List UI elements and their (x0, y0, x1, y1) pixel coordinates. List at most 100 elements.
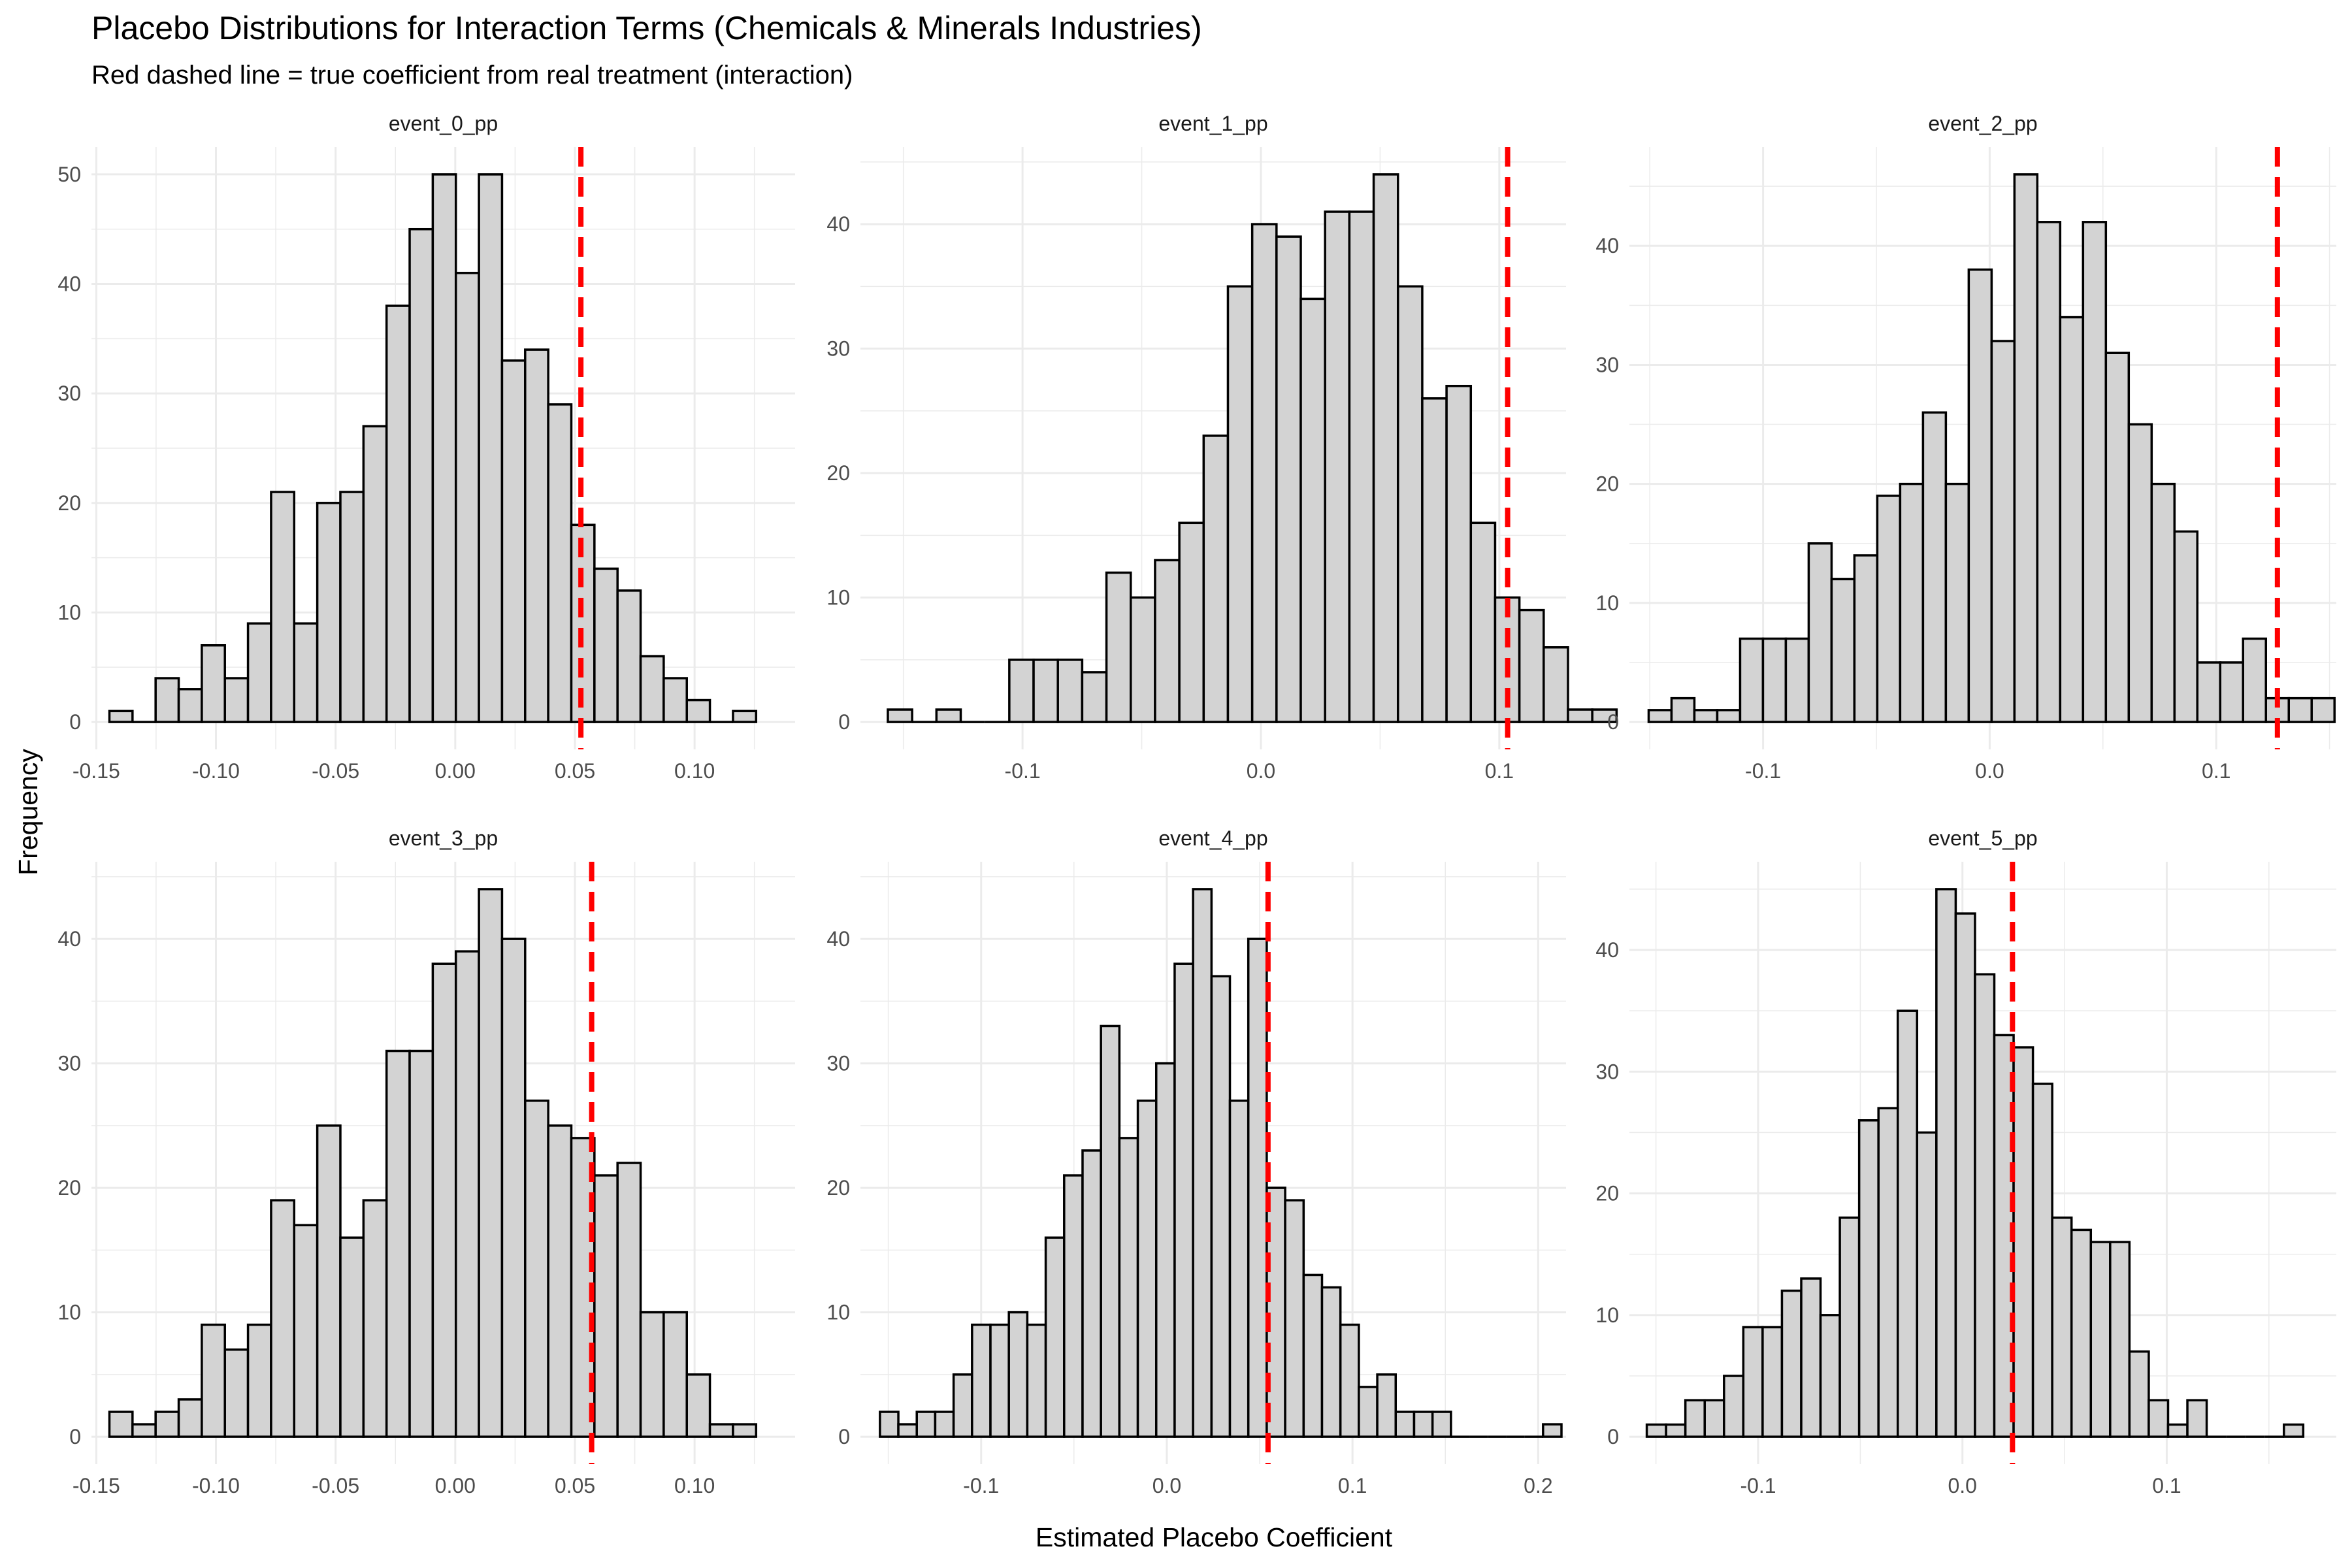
x-tick-label: -0.15 (73, 759, 120, 783)
histogram-bar (2310, 696, 2336, 723)
histogram-bar (708, 1423, 734, 1438)
histogram-bar (879, 1411, 900, 1438)
histogram-bar (2150, 482, 2176, 723)
x-tick-label: 0.0 (1247, 759, 1275, 783)
histogram-bar (2082, 221, 2108, 723)
histogram-bar (1396, 285, 1424, 723)
histogram-bar (385, 304, 411, 723)
x-tick-label: 0.0 (1948, 1474, 1976, 1497)
histogram-bar (2128, 1350, 2150, 1438)
panel-event_0_pp: event_0_pp -0.15 -0.10 -0.05 0.00 0.05 0.10 0 10… (57, 112, 795, 783)
x-tick-label: -0.10 (192, 1474, 240, 1497)
y-tick-label: 40 (1595, 938, 1619, 962)
histogram-bar (1716, 709, 1742, 723)
x-tick-label: 0.10 (674, 1474, 715, 1497)
x-tick-label: 0.2 (1524, 1474, 1552, 1497)
histogram-bar (935, 708, 962, 723)
histogram-bar (662, 677, 688, 723)
histogram-bar (408, 1049, 434, 1438)
histogram-bar (223, 1348, 250, 1438)
histogram-bar (989, 1323, 1010, 1438)
histogram-bar (1026, 1323, 1047, 1438)
histogram-bar (2166, 1423, 2189, 1438)
histogram-bar (223, 677, 250, 723)
y-tick-label: 30 (826, 337, 850, 361)
histogram-bar (1413, 1411, 1434, 1438)
histogram-bar (154, 677, 180, 723)
x-tick-label: -0.10 (192, 759, 240, 783)
histogram-bar (1130, 596, 1156, 723)
histogram-bar (1081, 1149, 1102, 1438)
histogram-bar (1761, 1326, 1784, 1438)
y-tick-label: 30 (57, 382, 81, 405)
histogram-bar (1275, 235, 1302, 723)
histogram-bar (1192, 888, 1213, 1438)
x-tick-label: 0.00 (435, 1474, 476, 1497)
histogram-bar (385, 1049, 411, 1438)
histogram-bar (316, 502, 342, 723)
histogram-bar (2283, 1423, 2305, 1438)
y-tick-label: 40 (1595, 234, 1619, 257)
panel-strip-label: event_3_pp (389, 826, 498, 850)
histogram-bar (593, 567, 619, 723)
histogram-bar (1670, 696, 1696, 723)
histogram-bar (1431, 1411, 1452, 1438)
histogram-bar (1302, 1273, 1324, 1438)
histogram-bar (246, 1323, 272, 1438)
histogram-bar (1105, 571, 1132, 723)
histogram-bar (662, 1311, 688, 1438)
histogram-bar (1761, 637, 1788, 723)
histogram-bar (639, 1311, 665, 1438)
histogram-bar (547, 1124, 573, 1438)
histogram-bar (1954, 912, 1976, 1438)
histogram-bar (108, 710, 134, 723)
histogram-bar (1742, 1326, 1764, 1438)
y-tick-label: 0 (69, 1425, 81, 1448)
histogram-bar (293, 1224, 319, 1438)
x-tick-label: -0.1 (963, 1474, 999, 1497)
histogram-bar (1974, 973, 1996, 1438)
chart-title: Placebo Distributions for Interaction Te… (91, 10, 1202, 46)
histogram-bar (1967, 268, 1993, 723)
histogram-bar (1250, 223, 1278, 723)
x-tick-label: -0.15 (73, 1474, 120, 1497)
x-tick-label: -0.1 (1745, 759, 1781, 783)
histogram-bar (2127, 423, 2153, 723)
histogram-bar (639, 655, 665, 723)
histogram-bar (2070, 1228, 2093, 1438)
histogram-bar (1376, 1373, 1397, 1438)
histogram-bar (1830, 578, 1856, 723)
y-tick-label: 0 (1607, 1425, 1619, 1448)
y-tick-label: 10 (1595, 591, 1619, 615)
histogram-bar (1921, 411, 1948, 723)
histogram-bar (1853, 554, 1879, 723)
histogram-bar (478, 173, 504, 723)
histogram-bar (1543, 646, 1569, 723)
x-tick-label: 0.05 (555, 1474, 595, 1497)
y-tick-label: 20 (1595, 1182, 1619, 1205)
y-tick-label: 10 (826, 586, 850, 610)
y-tick-label: 0 (1607, 710, 1619, 734)
panel-event_4_pp: event_4_pp -0.1 0.0 0.1 0.2 0 10 20 30 40 (826, 826, 1566, 1497)
histogram-bar (2012, 1046, 2034, 1438)
panel-strip-label: event_1_pp (1158, 112, 1267, 135)
x-tick-label: -0.1 (1005, 759, 1041, 783)
histogram-bar (478, 888, 504, 1438)
histogram-bar (362, 425, 388, 723)
histogram-bar (270, 491, 296, 723)
histogram-bar (616, 1162, 642, 1438)
panel-event_5_pp: event_5_pp -0.1 0.0 0.1 0 10 20 30 40 (1595, 826, 2336, 1497)
histogram-bar (1645, 1423, 1667, 1438)
histogram-bar (1081, 671, 1108, 723)
x-tick-label: 0.1 (2202, 759, 2230, 783)
histogram-bar (1032, 659, 1059, 723)
histogram-bar (971, 1323, 992, 1438)
histogram-bar (887, 708, 913, 723)
x-tick-label: -0.05 (312, 1474, 359, 1497)
y-tick-label: 10 (57, 600, 81, 624)
histogram-bar (454, 272, 480, 723)
panel-strip-label: event_2_pp (1928, 112, 2037, 135)
histogram-bar (2186, 1399, 2208, 1438)
histogram-bar (685, 698, 711, 723)
y-tick-label: 20 (1595, 472, 1619, 496)
